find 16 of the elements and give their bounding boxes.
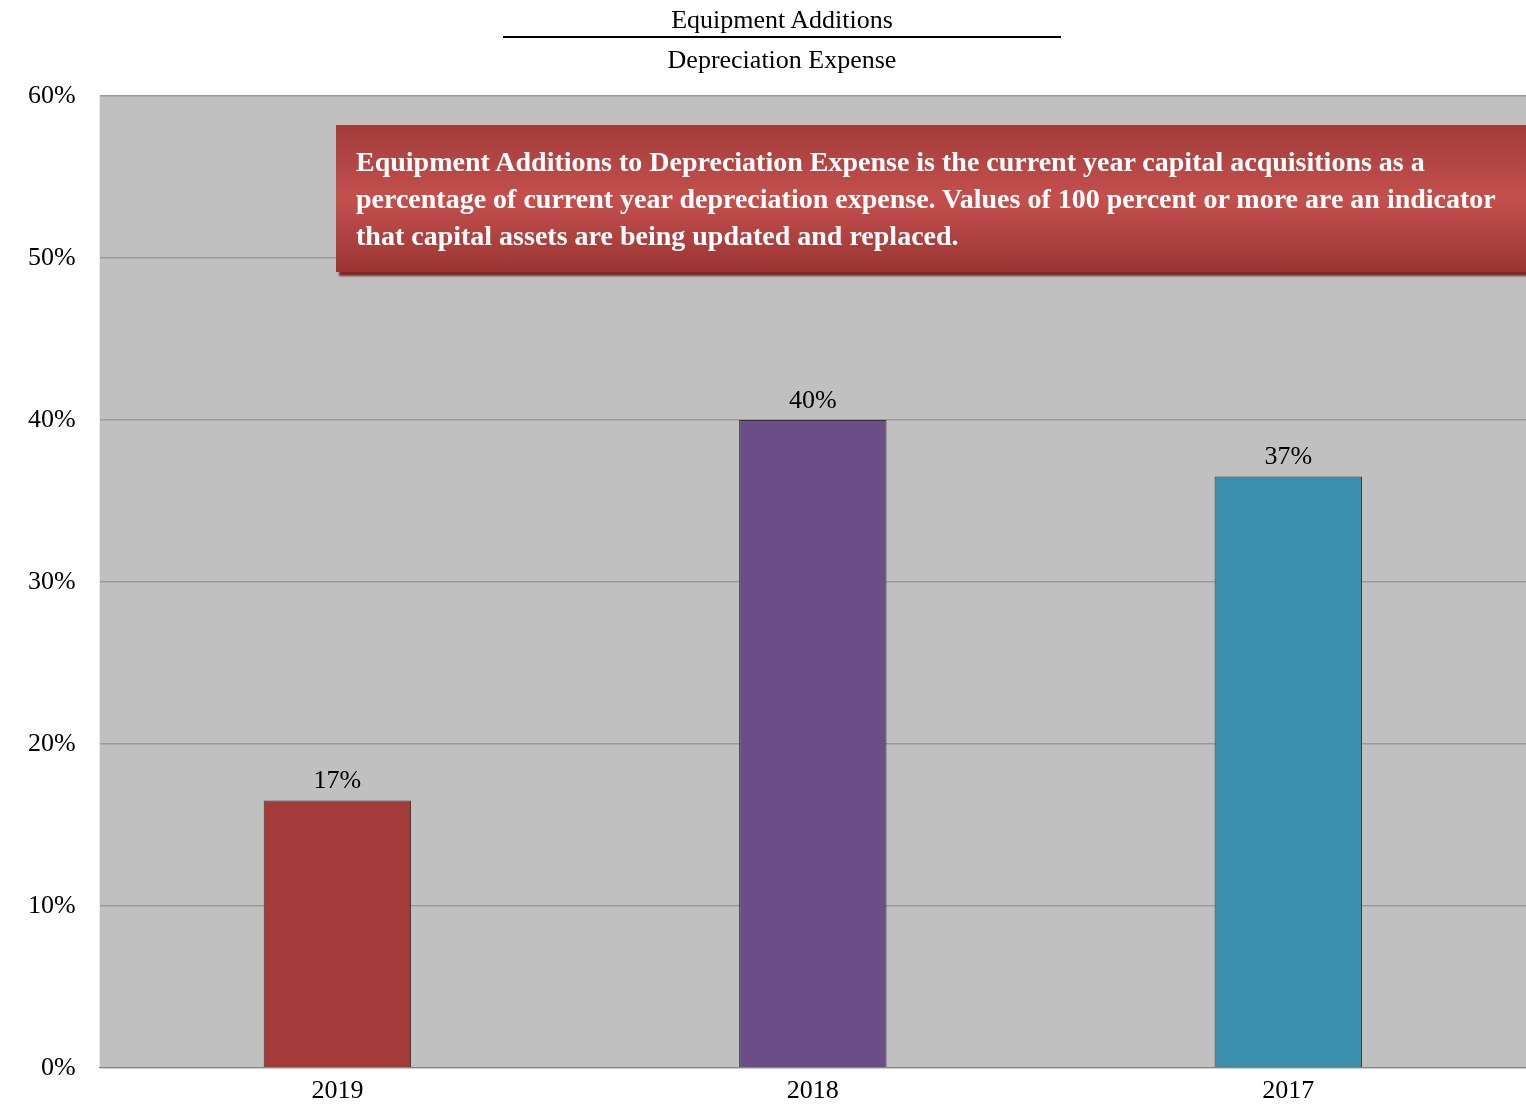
x-tick-label: 2018 bbox=[786, 1075, 839, 1105]
annotation: Equipment Additions to Depreciation Expense is the current year capital acquisitions as a percentage of current year depreciation expense. Values of 100 percent or more are an indicator that capital assets are being updated and replaced. bbox=[336, 125, 1526, 272]
y-tick-label: 50% bbox=[27, 241, 76, 271]
data-label: 37% bbox=[1264, 441, 1313, 471]
x-tick-label: 2019 bbox=[311, 1075, 364, 1105]
y-tick-label: 40% bbox=[27, 403, 76, 433]
y-tick-label: 10% bbox=[27, 889, 76, 919]
data-label: 17% bbox=[313, 765, 362, 795]
chart-subtitle: Depreciation Expense bbox=[666, 44, 898, 76]
y-tick-label: 30% bbox=[27, 565, 76, 595]
y-tick-label: 0% bbox=[40, 1051, 76, 1081]
chart-title: Equipment Additions bbox=[503, 4, 1061, 38]
x-tick-label: 2017 bbox=[1262, 1075, 1315, 1105]
y-tick-label: 60% bbox=[27, 79, 76, 109]
data-label: 40% bbox=[788, 384, 837, 414]
y-tick-label: 20% bbox=[27, 727, 76, 757]
